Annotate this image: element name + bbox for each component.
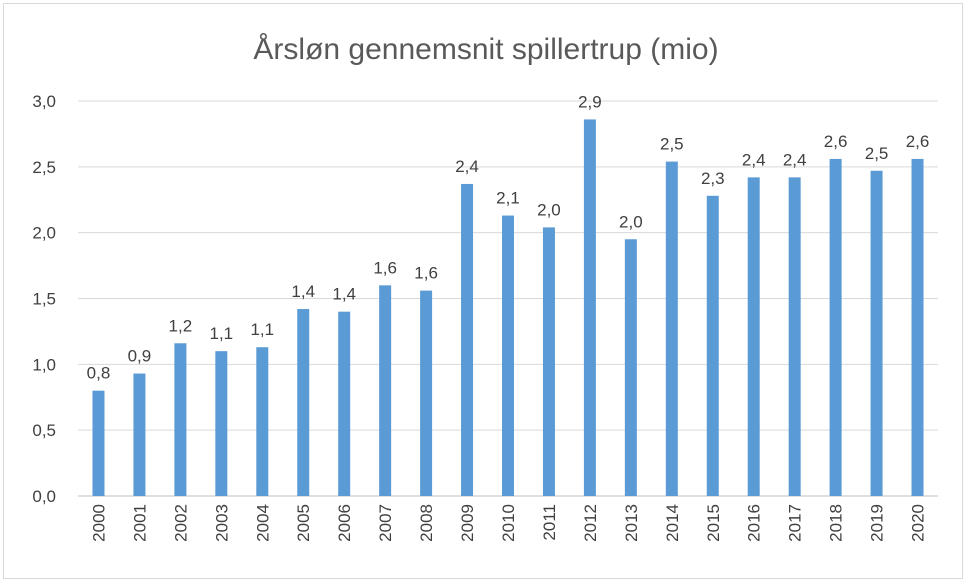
x-tick-label: 2015 (704, 504, 723, 542)
bar-2017 (788, 177, 801, 496)
bar-2013 (624, 239, 637, 496)
data-label: 2,3 (701, 169, 725, 188)
y-tick-label: 2,0 (32, 224, 56, 243)
x-tick-label: 2003 (212, 504, 231, 542)
x-tick-label: 2020 (909, 504, 928, 542)
x-tick-label: 2005 (294, 504, 313, 542)
data-label: 1,1 (250, 320, 274, 339)
bar-2015 (706, 195, 719, 497)
x-tick-label: 2014 (663, 504, 682, 542)
data-label: 2,9 (578, 92, 602, 111)
data-label: 2,4 (783, 150, 807, 169)
bar-2012 (583, 119, 596, 496)
data-label: 2,4 (455, 157, 479, 176)
y-tick-label: 2,5 (32, 158, 56, 177)
x-tick-label: 2013 (622, 504, 641, 542)
chart-frame: Årsløn gennemsnit spillertrup (mio) 0,0 0… (3, 3, 963, 579)
data-label: 1,6 (414, 264, 438, 283)
x-tick-label: 2006 (335, 504, 354, 542)
x-tick-label: 2000 (89, 504, 108, 542)
x-axis-ticks: 2000 2001 2002 2003 2004 2005 2006 2007 2008 2009… (89, 504, 927, 542)
bar-2020 (911, 158, 924, 496)
bar-2006 (338, 311, 351, 496)
data-label: 2,6 (906, 132, 930, 151)
bar-2019 (870, 170, 883, 497)
bar-2005 (297, 309, 310, 496)
data-labels: 0,8 0,9 1,2 1,1 1,1 1,4 1,4 1,6 1,6 2,4 2,1 2,0 2,9 2… (87, 92, 930, 382)
y-tick-label: 1,5 (32, 290, 56, 309)
data-label: 1,2 (169, 316, 193, 335)
bar-2011 (542, 227, 555, 496)
bars (92, 119, 924, 497)
data-label: 1,6 (373, 258, 397, 277)
y-tick-label: 1,0 (32, 355, 56, 374)
x-tick-label: 2012 (581, 504, 600, 542)
data-label: 1,4 (291, 282, 315, 301)
y-tick-label: 0,0 (32, 487, 56, 506)
data-label: 2,1 (496, 189, 520, 208)
bar-2016 (747, 177, 760, 496)
bar-2010 (502, 215, 514, 497)
data-label: 1,4 (332, 285, 356, 304)
x-tick-label: 2017 (786, 504, 805, 542)
bar-2002 (174, 343, 187, 496)
bar-2001 (133, 373, 146, 496)
bar-2007 (379, 285, 392, 496)
x-tick-label: 2016 (745, 504, 764, 542)
data-label: 1,1 (210, 324, 234, 343)
bar-2004 (256, 347, 269, 496)
bar-2009 (461, 183, 474, 496)
x-tick-label: 2009 (458, 504, 477, 542)
chart-title: Årsløn gennemsnit spillertrup (mio) (253, 33, 718, 66)
x-tick-label: 2007 (376, 504, 395, 542)
x-tick-label: 2019 (868, 504, 887, 542)
x-tick-label: 2008 (417, 504, 436, 542)
data-label: 2,0 (619, 212, 643, 231)
x-tick-label: 2001 (130, 504, 149, 542)
data-label: 2,4 (742, 150, 766, 169)
data-label: 0,8 (87, 364, 111, 383)
data-label: 0,9 (128, 347, 152, 366)
bar-2014 (665, 161, 678, 497)
x-tick-label: 2011 (540, 504, 559, 541)
data-label: 2,0 (537, 200, 561, 219)
y-axis-ticks: 0,0 0,5 1,0 1,5 2,0 2,5 3,0 (32, 92, 56, 506)
x-tick-label: 2002 (171, 504, 190, 542)
x-tick-label: 2004 (253, 504, 272, 542)
data-label: 2,6 (824, 132, 848, 151)
bar-chart: Årsløn gennemsnit spillertrup (mio) 0,00… (32, 33, 938, 542)
data-label: 2,5 (865, 144, 889, 163)
bar-2008 (420, 290, 433, 496)
bar-2000 (92, 390, 105, 496)
y-tick-label: 3,0 (32, 92, 56, 111)
x-tick-label: 2010 (499, 504, 518, 542)
y-tick-label: 0,5 (32, 421, 56, 440)
data-label: 2,5 (660, 135, 684, 154)
bar-2003 (215, 351, 228, 496)
x-tick-label: 2018 (827, 504, 846, 542)
bar-2018 (829, 158, 842, 496)
